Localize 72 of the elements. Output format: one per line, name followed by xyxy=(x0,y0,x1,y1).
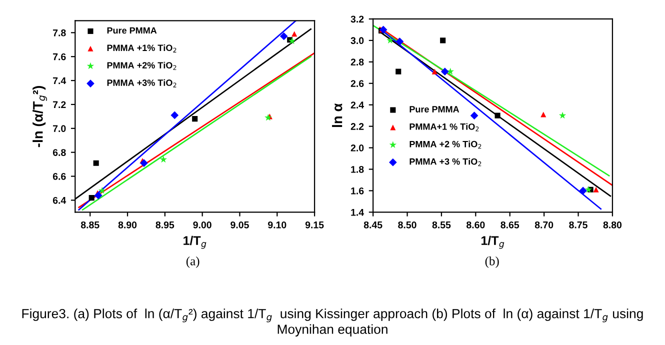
point xyxy=(558,112,566,119)
point xyxy=(584,186,592,193)
y-tick-label: 7.2 xyxy=(53,101,66,108)
point xyxy=(88,195,94,201)
legend-label: PMMA +2 % TiO$_{2}$ xyxy=(410,140,482,149)
legend-label: Pure PMMA xyxy=(410,106,460,112)
x-tick-label: 8.70 xyxy=(534,221,554,228)
legend-label: PMMA +2% TiO$_{2}$ xyxy=(107,62,176,70)
x-tick-label: 8.90 xyxy=(118,221,137,228)
x-tick-label: 8.95 xyxy=(156,221,174,228)
point xyxy=(446,68,454,75)
y-tick-label: 3.2 xyxy=(350,16,364,23)
y-tick-label: 7.0 xyxy=(53,125,66,132)
y-tick-label: 1.4 xyxy=(351,209,364,216)
y-tick-label: 7.8 xyxy=(53,29,66,36)
x-tick-label: 9.10 xyxy=(268,221,286,228)
point xyxy=(386,36,394,44)
point xyxy=(396,68,402,74)
x-tick-label: 9.00 xyxy=(193,221,212,228)
text: Figure3. (a) Plots of ln (α/T$_{g}$²) against 1/T$_{g}$ using Kissinger approach (b) Plots of ln (α) against 1/T$_{g}$ using Moynihan equation xyxy=(22,308,643,337)
point xyxy=(94,191,102,200)
point xyxy=(432,68,438,74)
point xyxy=(579,186,587,195)
point xyxy=(470,112,478,120)
point xyxy=(170,111,179,120)
x-tick-label: 8.85 xyxy=(80,221,100,228)
y-tick-label: 2.4 xyxy=(350,102,364,108)
x-tick-label: 8.55 xyxy=(432,221,451,228)
point xyxy=(160,156,168,163)
legend-label: PMMA+1 % TiO$_{2}$ xyxy=(410,123,479,132)
x-tick-label: 8.75 xyxy=(569,221,588,228)
y-axis-title: -ln (α/T$_{g}$²) xyxy=(32,86,47,148)
y-tick-label: 2.0 xyxy=(350,144,364,152)
legend-label: PMMA +3 % TiO$_{2}$ xyxy=(410,158,482,166)
y-tick-label: 6.4 xyxy=(52,196,66,204)
y-tick-label: 1.6 xyxy=(351,187,364,194)
point xyxy=(494,112,500,118)
legend-label: PMMA +3% TiO$_{2}$ xyxy=(107,79,176,88)
point xyxy=(93,160,99,166)
x-tick-label: 9.15 xyxy=(305,221,324,228)
x-axis-title: 1/T$_{g}$ xyxy=(184,236,206,249)
y-tick-label: 6.8 xyxy=(52,149,66,156)
text: (b) xyxy=(485,256,499,268)
point xyxy=(280,32,288,40)
y-tick-label: 2.8 xyxy=(350,58,364,66)
x-tick-label: 8.45 xyxy=(364,221,382,228)
x-tick-label: 8.65 xyxy=(500,221,520,228)
y-tick-label: 2.2 xyxy=(350,123,364,130)
y-axis-title: ln α xyxy=(332,103,342,127)
point xyxy=(140,159,148,168)
point xyxy=(593,186,599,192)
legend-label: PMMA +1% TiO$_{2}$ xyxy=(107,44,176,52)
y-tick-label: 7.6 xyxy=(53,53,66,60)
x-tick-label: 8.50 xyxy=(398,221,416,228)
point xyxy=(440,68,449,76)
point xyxy=(440,38,446,44)
y-tick-label: 7.4 xyxy=(53,77,66,84)
point xyxy=(288,37,296,44)
x-axis-title: 1/T$_{g}$ xyxy=(481,236,504,249)
point xyxy=(540,112,546,118)
legend-label: Pure PMMA xyxy=(107,27,157,34)
point xyxy=(379,26,388,34)
x-tick-label: 8.60 xyxy=(466,221,485,228)
text: (a) xyxy=(186,256,200,268)
point xyxy=(98,186,106,194)
y-tick-label: 6.6 xyxy=(52,173,66,180)
x-tick-label: 9.05 xyxy=(230,221,249,228)
point xyxy=(192,116,198,122)
y-tick-label: 2.6 xyxy=(350,80,364,87)
y-tick-label: 3.0 xyxy=(350,37,364,44)
x-tick-label: 8.80 xyxy=(603,221,622,228)
y-tick-label: 1.8 xyxy=(351,166,364,173)
